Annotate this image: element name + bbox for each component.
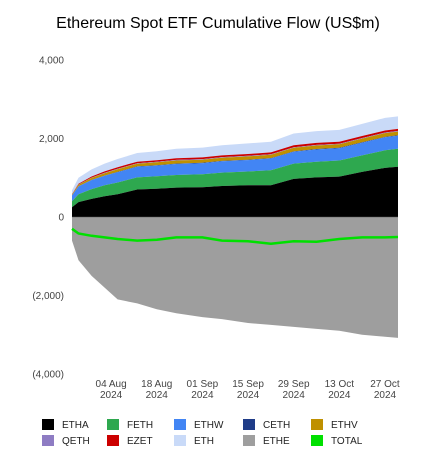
- legend-swatch: [107, 435, 119, 446]
- y-tick-label: (4,000): [32, 370, 64, 381]
- plot-area: [71, 116, 399, 338]
- y-tick-label: 2,000: [39, 134, 64, 145]
- x-tick-label: 29 Sep 2024: [278, 379, 310, 401]
- legend-label: ETHV: [331, 420, 358, 431]
- x-tick-label: 15 Sep 2024: [232, 379, 264, 401]
- legend-swatch: [42, 419, 54, 430]
- legend-item-qeth: QETH: [42, 435, 90, 447]
- legend-label: EZET: [127, 436, 153, 447]
- legend-item-ezet: EZET: [107, 435, 153, 447]
- legend-swatch: [311, 435, 323, 446]
- y-tick-label: 4,000: [39, 56, 64, 67]
- legend-item-feth: FETH: [107, 419, 153, 431]
- legend-item-total: TOTAL: [311, 435, 363, 447]
- legend-item-etha: ETHA: [42, 419, 89, 431]
- legend-item-ethw: ETHW: [174, 419, 224, 431]
- legend-swatch: [174, 435, 186, 446]
- x-axis: 04 Aug 2024 18 Aug 2024 01 Sep 2024 15 Sep 2024…: [96, 379, 400, 401]
- legend-swatch: [311, 419, 323, 430]
- x-tick-label: 27 Oct 2024: [370, 379, 400, 401]
- legend-label: ETHA: [62, 420, 89, 431]
- legend-label: CETH: [263, 420, 290, 431]
- area-ethv: [72, 131, 398, 196]
- legend-label: ETH: [194, 436, 214, 447]
- y-tick-label: (2,000): [32, 291, 64, 302]
- legend-swatch: [174, 419, 186, 430]
- legend-swatch: [243, 435, 255, 446]
- legend-item-ethe: ETHE: [243, 435, 290, 447]
- legend-label: QETH: [62, 436, 90, 447]
- area-ethw: [72, 135, 398, 202]
- legend-label: TOTAL: [331, 436, 363, 447]
- x-tick-label: 18 Aug 2024: [141, 379, 172, 401]
- legend-swatch: [243, 419, 255, 430]
- legend-item-ceth: CETH: [243, 419, 290, 431]
- line-total: [71, 227, 399, 245]
- x-tick-label: 13 Oct 2024: [325, 379, 355, 401]
- area-ethe: [72, 217, 398, 338]
- area-ezet: [72, 128, 398, 195]
- area-etha: [72, 166, 398, 217]
- area-qeth: [72, 130, 398, 195]
- y-tick-label: 0: [58, 213, 64, 224]
- chart-title: Ethereum Spot ETF Cumulative Flow (US$m): [56, 15, 380, 32]
- legend-swatch: [42, 435, 54, 446]
- legend-item-ethv: ETHV: [311, 419, 358, 431]
- legend-swatch: [107, 419, 119, 430]
- legend: ETHA FETH ETHW CETH ETHV QETH EZET ETH ETHE TOTAL: [42, 419, 363, 447]
- legend-item-eth: ETH: [174, 435, 214, 447]
- legend-label: ETHE: [263, 436, 290, 447]
- legend-label: ETHW: [194, 420, 224, 431]
- legend-label: FETH: [127, 420, 153, 431]
- y-axis: 4,000 2,000 0 (2,000) (4,000): [32, 56, 64, 381]
- x-tick-label: 01 Sep 2024: [187, 379, 219, 401]
- x-tick-label: 04 Aug 2024: [96, 379, 127, 401]
- area-eth: [72, 116, 398, 195]
- area-feth: [72, 148, 398, 208]
